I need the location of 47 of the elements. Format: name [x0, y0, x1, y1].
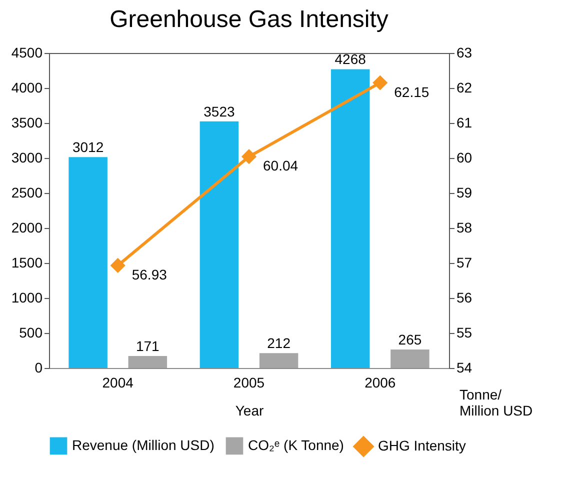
data-label: 60.04 [263, 158, 298, 174]
y-tick-label: 2500 [11, 184, 43, 200]
y-tick-label: 4500 [11, 44, 43, 60]
y2-tick-label: 57 [456, 254, 472, 270]
y2-tick-label: 55 [456, 324, 472, 340]
y2-tick-label: 62 [456, 80, 472, 96]
y2-tick-label: 54 [456, 360, 472, 376]
bar [200, 121, 239, 368]
bar [259, 353, 298, 368]
bar [68, 157, 108, 368]
y2-tick-label: 59 [456, 184, 472, 200]
x-axis-title: Year [235, 402, 264, 418]
data-label: 171 [136, 338, 160, 354]
x-tick-label: 2005 [233, 374, 265, 390]
point [110, 258, 125, 273]
bar [128, 356, 168, 368]
y2-tick-label: 60 [456, 150, 472, 166]
chart-title: Greenhouse Gas Intensity [110, 6, 388, 33]
y-tick-label: 1000 [11, 290, 43, 306]
data-label: 62.15 [394, 84, 430, 100]
legend-label: CO₂ᵉ (K Tonne) [248, 436, 344, 453]
y2-tick-label: 58 [456, 220, 472, 236]
y2-tick-label: 61 [456, 114, 472, 130]
legend-label: GHG Intensity [378, 438, 466, 454]
data-label: 212 [267, 335, 291, 352]
x-tick-label: 2004 [102, 374, 134, 390]
point [373, 76, 388, 90]
y2-tick-label: 63 [456, 44, 472, 60]
data-label: 3012 [72, 139, 104, 156]
legend-label: Revenue (Million USD) [72, 436, 214, 453]
y-tick-label: 3000 [11, 150, 43, 166]
y-tick-label: 2000 [11, 220, 43, 236]
y-tick-label: 1500 [11, 254, 43, 270]
data-label: 3523 [204, 103, 235, 120]
y-tick-label: 4000 [11, 80, 43, 96]
y2-axis-title: Tonne/ Million USD [460, 386, 533, 418]
data-label: 56.93 [132, 266, 168, 282]
y-tick-label: 500 [19, 324, 43, 340]
point [242, 149, 256, 164]
y-tick-label: 0 [34, 360, 43, 376]
bar [330, 69, 370, 368]
x-tick-label: 2006 [364, 374, 396, 390]
y2-tick-label: 56 [456, 290, 472, 306]
data-label: 265 [398, 331, 422, 348]
data-label: 4268 [334, 51, 366, 68]
bar [390, 349, 430, 368]
y-tick-label: 3500 [11, 114, 43, 130]
